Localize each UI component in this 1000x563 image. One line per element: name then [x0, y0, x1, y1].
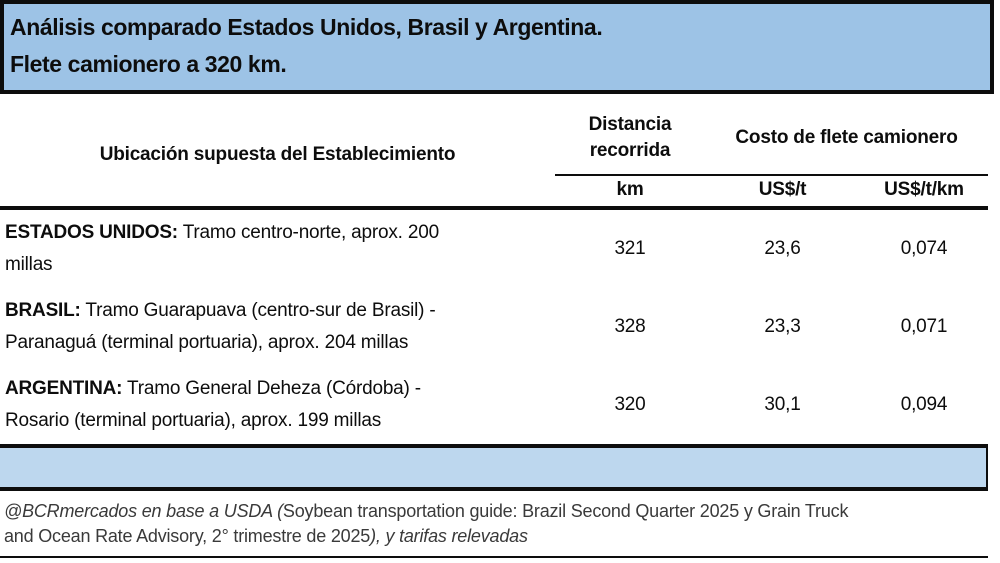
km-cell-argentina: 320 [614, 394, 646, 415]
source-line-2-regular: and Ocean Rate Advisory, 2° trimestre de… [4, 526, 371, 546]
km-cell-usa: 321 [614, 238, 646, 259]
usd-per-ton-cell-brazil: 23,3 [764, 316, 801, 337]
table-row-brazil: BRASIL: Tramo Guarapuava (centro-sur de … [0, 288, 988, 366]
route-description-brazil: Tramo Guarapuava (centro-sur de Brasil) … [5, 300, 436, 353]
country-label-argentina: ARGENTINA: [5, 378, 123, 399]
country-label-brazil: BRASIL: [5, 300, 81, 321]
unit-header-km: km [555, 175, 705, 210]
title-line-2: Flete camionero a 320 km. [10, 51, 287, 77]
km-cell-brazil: 328 [614, 316, 646, 337]
usd-per-ton-km-cell-argentina: 0,094 [900, 394, 948, 415]
source-line-2: and Ocean Rate Advisory, 2° trimestre de… [4, 524, 988, 549]
separator-bar [0, 448, 988, 491]
route-description-usa: Tramo centro-norte, aprox. 200 millas [5, 222, 439, 275]
usd-per-ton-km-cell-usa: 0,074 [900, 238, 948, 259]
title-line-1: Análisis comparado Estados Unidos, Brasi… [10, 14, 603, 40]
title-block: Análisis comparado Estados Unidos, Brasi… [0, 0, 994, 94]
source-line-2-italic: ), y tarifas relevadas [370, 526, 528, 546]
column-header-distance: Distancia recorrida [555, 104, 705, 176]
freight-table: Ubicación supuesta del Establecimiento D… [0, 104, 989, 448]
location-cell-argentina: ARGENTINA: Tramo General Deheza (Córdoba… [0, 366, 555, 446]
source-attribution: @BCRmercados en base a USDA (Soybean tra… [0, 491, 988, 556]
usd-per-ton-km-cell-brazil: 0,071 [900, 316, 948, 337]
source-line-1-italic: @BCRmercados en base a USDA ( [4, 501, 283, 521]
source-line-1-regular: Soybean transportation guide: Brazil Sec… [282, 501, 849, 521]
country-label-usa: ESTADOS UNIDOS: [5, 222, 178, 243]
location-cell-usa: ESTADOS UNIDOS: Tramo centro-norte, apro… [0, 208, 555, 288]
usd-per-ton-cell-usa: 23,6 [764, 238, 801, 259]
table-row-argentina: ARGENTINA: Tramo General Deheza (Córdoba… [0, 366, 988, 446]
route-description-argentina: Tramo General Deheza (Córdoba) - Rosario… [5, 378, 421, 431]
source-line-1: @BCRmercados en base a USDA (Soybean tra… [4, 499, 988, 524]
unit-header-usd-per-ton-km: US$/t/km [860, 175, 989, 210]
column-header-location: Ubicación supuesta del Establecimiento [0, 104, 555, 210]
column-header-cost: Costo de flete camionero [705, 104, 989, 176]
bottom-rule [0, 556, 988, 558]
unit-header-usd-per-ton: US$/t [705, 175, 860, 210]
usd-per-ton-cell-argentina: 30,1 [764, 394, 801, 415]
table-row-usa: ESTADOS UNIDOS: Tramo centro-norte, apro… [0, 208, 988, 288]
location-cell-brazil: BRASIL: Tramo Guarapuava (centro-sur de … [0, 288, 555, 366]
